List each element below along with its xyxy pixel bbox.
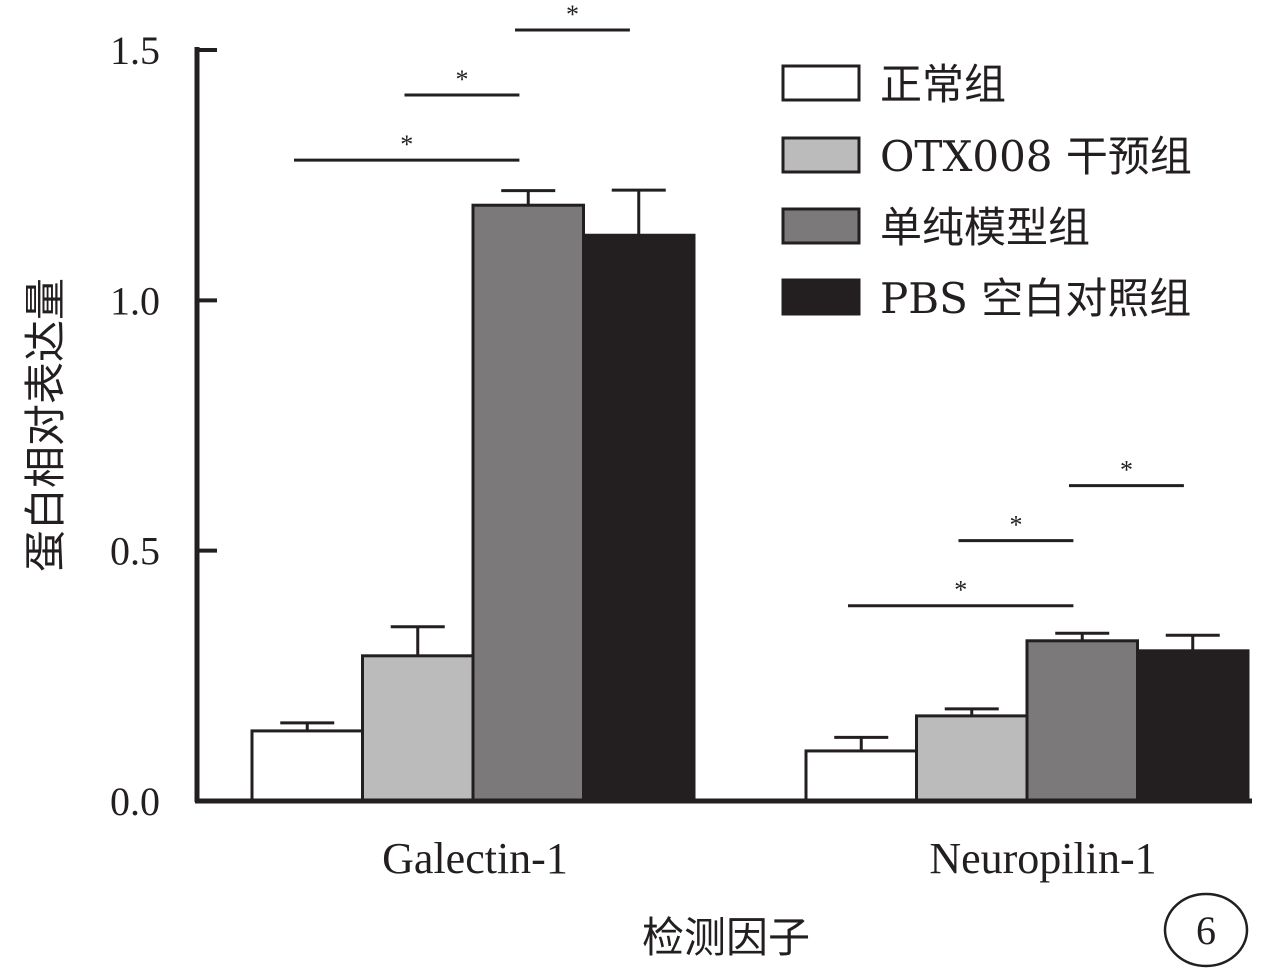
- legend-label-model: 单纯模型组: [880, 203, 1090, 252]
- y-tick-label: 1.0: [110, 278, 160, 323]
- legend-swatch-pbs: [781, 278, 861, 316]
- bar-galectin-series-0: [250, 729, 364, 803]
- legend-swatch-otx008: [781, 136, 861, 174]
- significance-star: *: [954, 576, 967, 605]
- y-tick-label: 1.5: [110, 28, 160, 73]
- panel-number-badge: 6: [1163, 892, 1249, 968]
- y-tick-label: 0.0: [110, 779, 160, 824]
- legend-label-pbs: PBS 空白对照组: [880, 274, 1191, 323]
- panel-number: 6: [1196, 908, 1216, 953]
- significance-star: *: [1009, 511, 1022, 540]
- bar-galectin-series-3: [582, 233, 696, 803]
- bar-galectin-series-1: [361, 654, 475, 803]
- legend: 正常组 OTX008 干预组 单纯模型组 PBS 空白对照组: [781, 60, 1192, 323]
- significance-markers: * * * * * *: [293, 0, 1184, 608]
- significance-star: *: [400, 130, 413, 159]
- y-axis-ticks: 0.0 0.5 1.0 1.5: [110, 28, 217, 824]
- significance-star: *: [455, 65, 468, 94]
- significance-star: *: [566, 0, 579, 29]
- bar-galectin-series-2: [471, 203, 585, 803]
- x-category-label-galectin: Galectin-1: [382, 834, 568, 883]
- legend-swatch-model: [781, 207, 861, 245]
- x-category-label-neuropilin: Neuropilin-1: [929, 834, 1156, 883]
- bar-neuropilin-series-2: [1025, 639, 1139, 803]
- error-bars: [280, 188, 1220, 751]
- legend-label-otx008: OTX008 干预组: [880, 132, 1192, 181]
- significance-star: *: [1120, 456, 1133, 485]
- legend-swatch-normal: [781, 64, 861, 102]
- x-axis-title: 检测因子: [642, 913, 810, 962]
- bar-neuropilin-series-0: [804, 749, 918, 803]
- legend-label-normal: 正常组: [880, 60, 1006, 109]
- y-axis-title: 蛋白相对表达量: [21, 278, 70, 572]
- y-tick-label: 0.5: [110, 529, 160, 574]
- bar-neuropilin-series-1: [915, 714, 1029, 803]
- panel-number-circle: [1163, 892, 1249, 968]
- bar-neuropilin-series-3: [1136, 649, 1250, 803]
